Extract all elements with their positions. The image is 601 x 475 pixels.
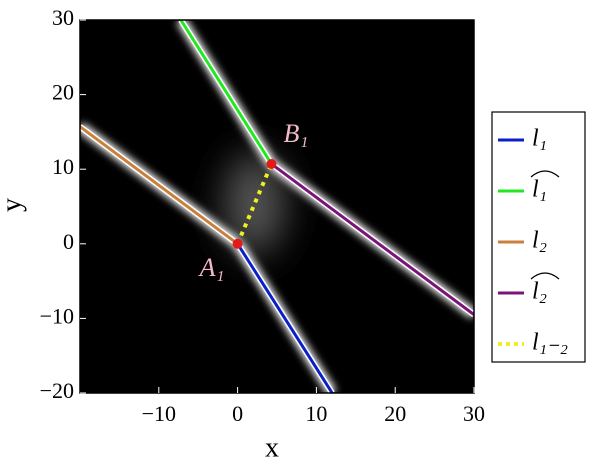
point-label: B₁ (283, 119, 308, 148)
legend (491, 111, 586, 363)
y-axis-label: y (0, 198, 27, 212)
y-tick-label: 10 (52, 154, 74, 179)
point (232, 238, 243, 249)
legend-label: l₁ (532, 126, 547, 152)
x-tick-label: 20 (384, 401, 406, 426)
plot-area (80, 20, 474, 393)
y-tick-label: 0 (63, 229, 74, 254)
y-tick-label: −20 (40, 378, 74, 403)
line (270, 162, 474, 316)
line (80, 125, 239, 246)
line (179, 20, 273, 165)
line (235, 163, 274, 245)
frame (79, 19, 475, 394)
y-tick-label: −10 (40, 303, 74, 328)
x-tick-label: −10 (142, 401, 176, 426)
legend-hat (530, 170, 560, 178)
x-tick-label: 10 (305, 401, 327, 426)
point (266, 158, 277, 169)
y-tick-label: 30 (52, 5, 74, 30)
x-tick-label: 0 (232, 401, 243, 426)
x-tick-label: 30 (463, 401, 485, 426)
legend-label: l₁₋₂ (532, 330, 568, 356)
point-label: A₁ (198, 253, 225, 282)
legend-hat (530, 272, 560, 280)
haze (224, 153, 285, 254)
line (236, 242, 334, 393)
y-tick-label: 20 (52, 80, 74, 105)
x-axis-label: x (265, 432, 279, 463)
legend-label: l₂ (532, 228, 547, 254)
legend-label: l₁ (532, 177, 547, 203)
legend-label: l₂ (532, 279, 547, 305)
